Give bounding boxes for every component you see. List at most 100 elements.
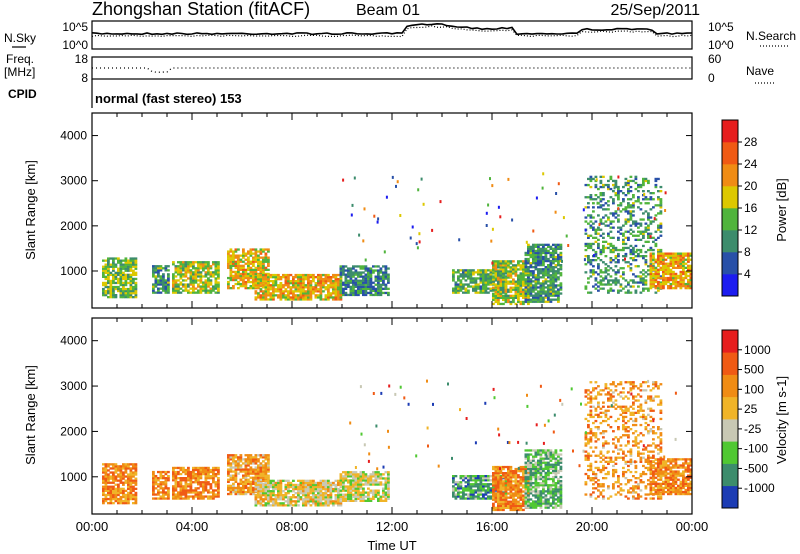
power-cell [677,282,680,286]
velocity-cell [284,504,288,507]
power-cell [187,283,190,286]
power-cell [607,281,610,284]
power-cell [599,200,603,203]
power-cell [252,280,255,284]
velocity-cell [117,489,120,492]
velocity-cell [349,487,353,490]
power-cell [547,290,550,293]
velocity-cell [347,495,350,498]
power-cell [594,259,598,262]
power-cell [162,277,165,280]
velocity-cell [189,495,193,498]
power-cell [454,287,458,290]
velocity-cell [382,477,385,480]
power-cell [234,272,238,276]
velocity-cell [202,489,205,492]
velocity-cell [112,467,115,470]
power-cell [177,273,180,276]
power-cell [597,196,600,199]
velocity-cell [249,480,253,483]
velocity-cell [212,466,215,470]
velocity-cell [264,466,268,469]
velocity-cell [324,487,328,491]
velocity-cell [274,494,278,497]
velocity-cell [452,479,455,482]
power-cell [114,285,118,289]
power-cell [592,236,595,239]
power-cell [152,283,155,286]
power-cell [514,294,518,297]
velocity-cell [207,495,210,498]
power-cell [587,236,590,239]
power-cell [354,289,358,292]
velocity-cell [324,492,328,495]
velocity-cell [352,481,355,484]
power-cell [187,261,190,264]
velocity-cell [494,465,498,469]
power-cell [502,282,505,285]
velocity-cell [499,502,503,505]
power-cell [519,278,523,281]
power-cell [124,283,128,287]
power-cell [612,212,615,215]
power-cell [307,286,310,289]
power-cell [109,292,113,295]
power-cell [527,272,530,275]
power-cell [624,181,628,185]
velocity-cell [479,497,483,500]
velocity-cell [259,490,263,493]
velocity-cell [217,481,220,484]
power-cell [107,263,110,266]
power-cell [372,285,375,288]
velocity-cell [462,475,465,478]
power-cell [524,296,528,299]
velocity-cell [162,487,165,490]
power-cell [657,190,660,193]
power-cell [529,286,533,289]
power-cell [629,212,633,215]
velocity-cell [317,490,320,493]
power-cell [529,292,533,295]
velocity-cell [127,465,130,468]
power-cell [134,263,138,266]
velocity-cell [467,497,470,500]
power-cell [294,290,298,293]
power-cell [514,288,518,291]
power-cell [494,284,498,287]
power-cell [534,276,538,279]
velocity-cell [114,499,118,503]
velocity-cell [217,479,220,482]
velocity-cell [157,477,160,480]
velocity-cell [267,481,270,485]
power-cell [274,276,278,279]
power-cell [124,259,128,262]
power-cell [517,280,520,283]
power-cell [487,203,490,207]
power-cell [549,274,553,277]
power-cell [192,285,195,288]
velocity-cell [129,481,133,484]
power-cell [114,281,118,285]
velocity-cell [182,479,185,482]
power-cell [602,279,605,282]
power-cell [132,261,135,264]
power-cell [489,283,493,286]
velocity-cell [499,482,503,485]
power-cell [132,296,135,299]
velocity-cell [327,504,330,507]
power-cell [267,258,270,261]
velocity-cell [177,472,180,476]
power-cell [244,270,248,274]
power-cell [132,281,135,285]
power-cell [664,266,668,269]
power-cell [214,269,218,272]
power-cell [662,254,665,257]
power-cell [107,287,110,291]
power-cell [624,210,628,213]
velocity-cell [197,481,200,484]
power-cell [514,282,518,285]
power-cell [507,266,510,269]
velocity-cell [249,484,253,487]
power-cell [217,273,220,276]
velocity-cell [482,495,485,498]
